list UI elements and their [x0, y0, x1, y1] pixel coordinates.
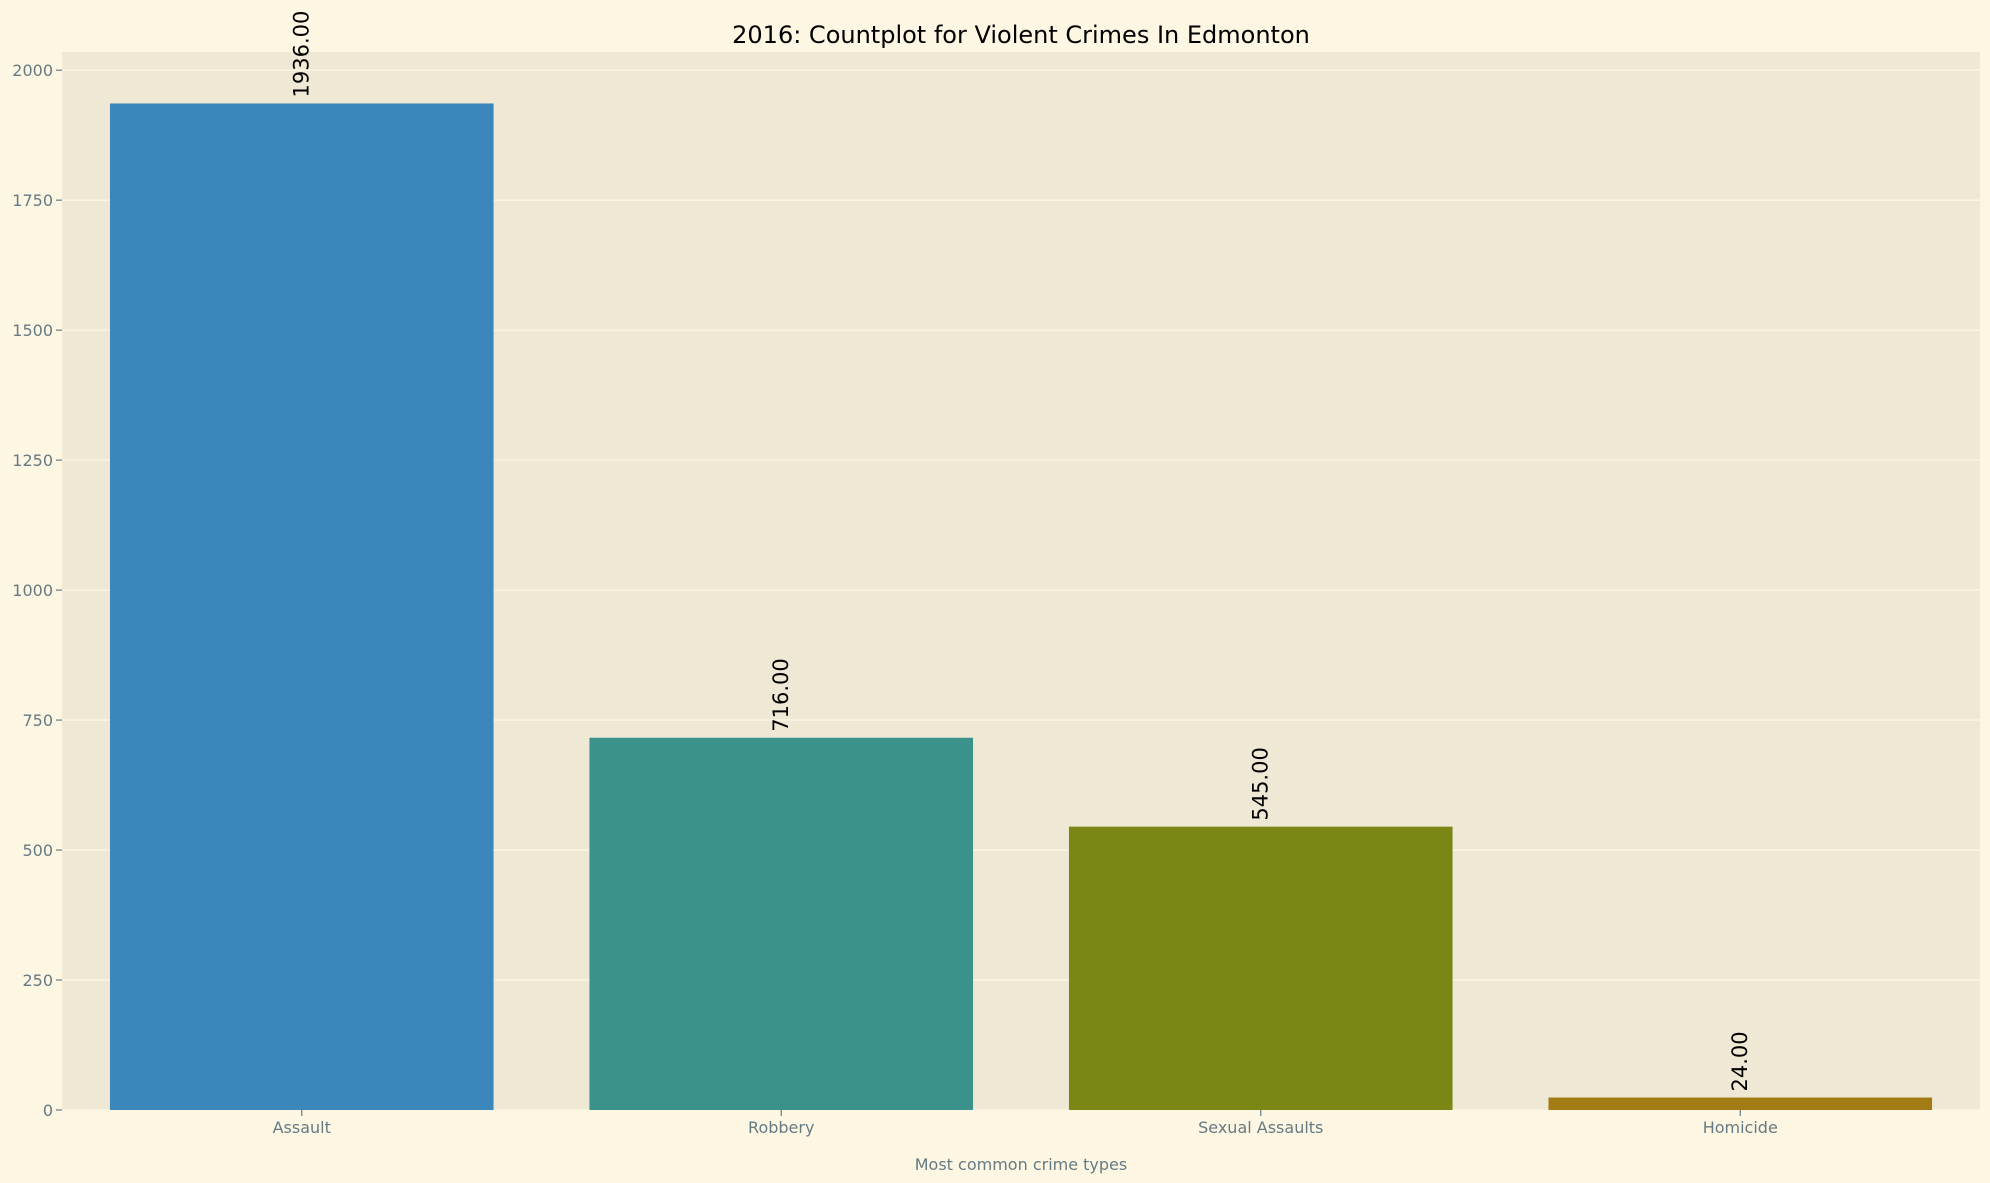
x-tick-label: Assault	[273, 1118, 331, 1137]
data-label: 24.00	[1728, 1031, 1752, 1091]
bars	[109, 103, 1933, 1110]
x-axis: Assault Robbery Sexual Assaults Homicide	[273, 1110, 1778, 1137]
data-labels: 1936.00 716.00 545.00 24.00	[290, 11, 1753, 1092]
bar-homicide	[1548, 1097, 1933, 1110]
y-tick-label: 250	[22, 971, 53, 990]
bar-robbery	[589, 737, 974, 1110]
y-tick-label: 1500	[12, 321, 53, 340]
chart-title: 2016: Countplot for Violent Crimes In Ed…	[732, 21, 1310, 49]
bar-assault	[109, 103, 494, 1110]
y-tick-label: 1000	[12, 581, 53, 600]
bar-sexual-assaults	[1068, 826, 1453, 1110]
x-axis-label: Most common crime types	[915, 1155, 1127, 1174]
y-axis: 0 250 500 750 1000 1250 1500 1750 2000	[12, 61, 62, 1120]
y-tick-label: 1250	[12, 451, 53, 470]
data-label: 545.00	[1249, 747, 1273, 820]
x-tick-label: Sexual Assaults	[1198, 1118, 1323, 1137]
y-tick-label: 750	[22, 711, 53, 730]
y-tick-label: 2000	[12, 61, 53, 80]
y-tick-label: 500	[22, 841, 53, 860]
data-label: 716.00	[769, 658, 793, 731]
y-tick-label: 1750	[12, 191, 53, 210]
data-label: 1936.00	[290, 11, 314, 98]
x-tick-label: Robbery	[748, 1118, 814, 1137]
y-tick-label: 0	[43, 1101, 53, 1120]
x-tick-label: Homicide	[1703, 1118, 1778, 1137]
